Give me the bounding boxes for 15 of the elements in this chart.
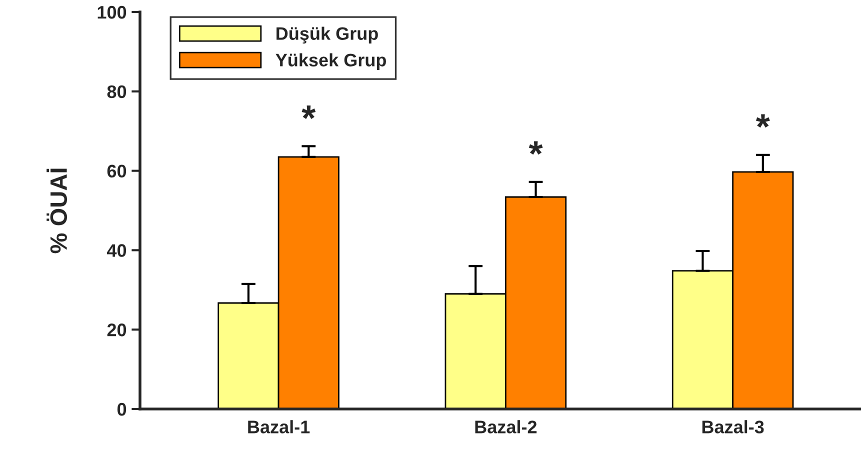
x-tick-label: Bazal-1 (248, 420, 310, 434)
x-tick-label: Bazal-2 (475, 420, 537, 434)
annotation: * (756, 114, 770, 128)
annotation: * (302, 106, 316, 119)
legend-label: Düşük Grup (276, 26, 378, 44)
x-tick-label: Bazal-3 (702, 420, 764, 434)
y-tick-label: 40 (107, 244, 126, 257)
y-axis-title: % ÖUAİ (46, 168, 68, 254)
y-tick-label: 80 (107, 85, 126, 98)
legend-label: Yüksek Grup (276, 53, 386, 70)
y-tick-label: 100 (98, 6, 126, 19)
y-tick-label: 60 (107, 164, 126, 178)
y-tick-label: 20 (107, 324, 126, 336)
annotation: * (528, 141, 543, 155)
y-tick-label: 0 (117, 402, 126, 416)
